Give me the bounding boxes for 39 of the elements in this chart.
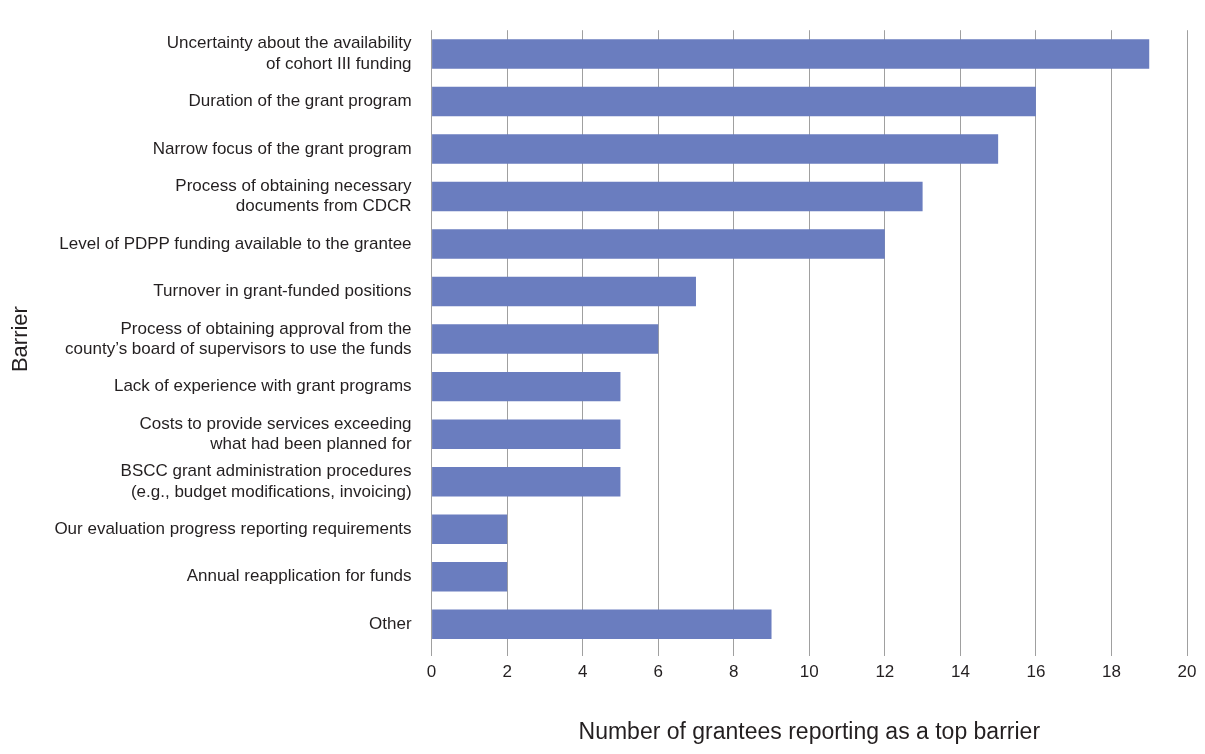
y-tick-label: Level of PDPP funding available to the grantee <box>59 233 412 253</box>
y-tick-label: Turnover in grant-funded positions <box>153 281 412 301</box>
bar <box>432 514 508 544</box>
x-axis-title: Number of grantees reporting as a top barrier <box>578 717 1041 744</box>
y-tick-label: Annual reapplication for funds <box>186 566 412 586</box>
x-tick-label: 14 <box>950 661 970 681</box>
y-tick-label: Other <box>369 613 412 633</box>
x-tick-label: 4 <box>577 661 588 681</box>
bar <box>432 561 508 592</box>
bar <box>432 466 621 497</box>
y-tick-label: BSCC grant administration procedures (e.g., budget modifications, invoicing) <box>120 461 412 501</box>
x-tick-label: 0 <box>426 661 437 681</box>
y-tick-label: Process of obtaining approval from the county’s board of supervisors to use the funds <box>65 318 412 358</box>
y-tick-label: Costs to provide services exceeding what had been planned for <box>139 413 412 454</box>
y-tick-label: Our evaluation progress reporting requirements <box>54 518 412 538</box>
x-tick-label: 10 <box>799 661 819 681</box>
x-tick-label: 2 <box>502 661 512 681</box>
y-tick-label: Uncertainty about the availability of cohort III funding <box>166 33 413 73</box>
x-tick-label: 16 <box>1026 661 1046 681</box>
y-tick-label: Narrow focus of the grant program <box>152 138 412 158</box>
x-tick-label: 20 <box>1177 661 1197 681</box>
bar <box>432 371 621 402</box>
bar <box>432 86 1036 117</box>
bar <box>432 39 1150 69</box>
bar <box>432 324 659 354</box>
bar <box>432 229 885 259</box>
bar <box>432 419 621 449</box>
y-tick-label: Process of obtaining necessary documents from CDCR <box>175 176 413 216</box>
bar <box>432 609 772 639</box>
bar <box>432 276 696 307</box>
bar <box>432 134 999 164</box>
x-tick-label: 6 <box>653 661 663 681</box>
y-tick-label: Duration of the grant program <box>188 91 412 111</box>
x-tick-label: 12 <box>875 661 895 681</box>
y-tick-label: Lack of experience with grant programs <box>113 376 412 396</box>
y-axis-title: Barrier <box>7 306 33 373</box>
bar <box>432 181 923 212</box>
x-tick-label: 8 <box>729 661 739 681</box>
x-tick-label: 18 <box>1102 661 1121 681</box>
